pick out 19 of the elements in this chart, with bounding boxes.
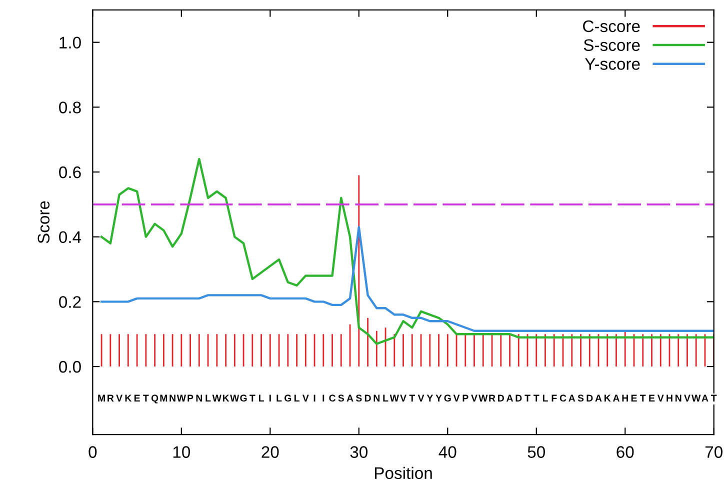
legend-label: C-score	[583, 20, 640, 32]
x-tick-label: 50	[528, 446, 545, 458]
legend-label: Y-score	[585, 58, 640, 70]
y-axis-title: Score	[38, 201, 50, 244]
x-tick-label: 10	[173, 446, 190, 458]
x-tick-label: 0	[88, 446, 97, 458]
y-tick-label: 0.4	[59, 231, 82, 244]
y-tick-label: 1.0	[60, 36, 81, 49]
y-tick-label: 0.8	[59, 102, 81, 114]
x-tick-label: 30	[350, 446, 368, 458]
y-tick-label: 0.6	[59, 166, 81, 178]
x-tick-label: 20	[262, 446, 279, 458]
y-tick-label: 0.2	[59, 296, 81, 308]
x-tick-label: 40	[438, 446, 456, 458]
x-axis-title: Position	[374, 466, 432, 480]
x-tick-label: 60	[616, 446, 634, 458]
x-tick-label: 70	[705, 446, 722, 458]
legend-label: S-score	[584, 39, 640, 52]
y-tick-label: 0.0	[59, 360, 81, 373]
